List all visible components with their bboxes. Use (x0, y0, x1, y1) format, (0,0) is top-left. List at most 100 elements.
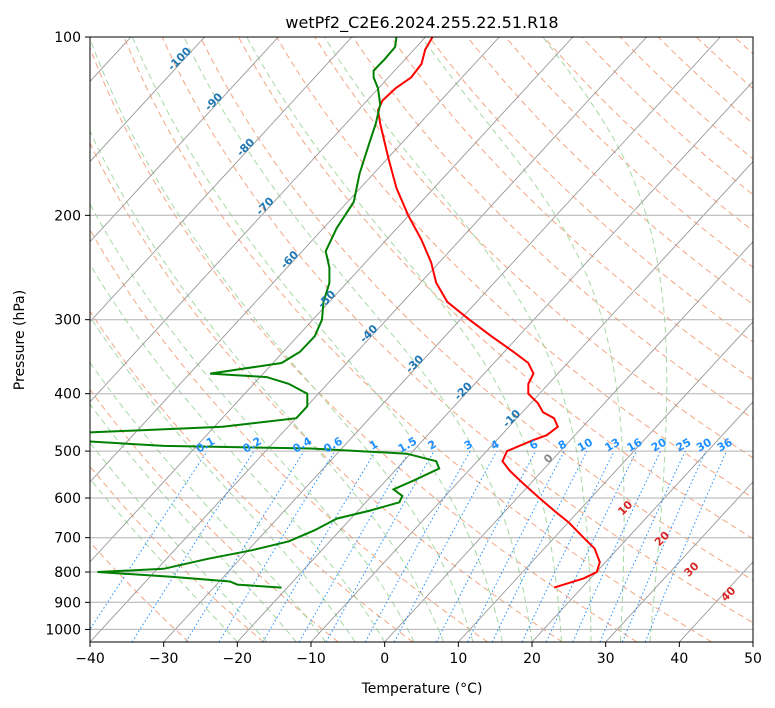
y-tick-label: 400 (54, 387, 81, 403)
dry-adiabat-line (90, 465, 264, 642)
mixing-ratio-line (393, 450, 498, 642)
y-tick-label: 700 (54, 531, 81, 547)
dry-adiabat-line (161, 37, 753, 624)
isotherm-label: -10 (500, 407, 523, 430)
temperature-profile (376, 37, 601, 589)
mixing-ratio-line (491, 450, 588, 642)
isotherm-line (236, 80, 753, 642)
isotherm-label: -20 (452, 379, 475, 402)
moist-adiabat-line (90, 130, 445, 642)
mixing-ratio-label: 10 (575, 435, 595, 454)
isotherm-label: -60 (278, 248, 301, 271)
mixing-ratio-line (644, 450, 727, 642)
isotherm-label: -40 (357, 322, 380, 345)
dry-adiabat-label: 40 (718, 584, 738, 604)
mixing-ratio-label: 8 (556, 438, 569, 453)
x-tick-label: −20 (223, 651, 253, 667)
isotherm-label: -50 (315, 288, 338, 311)
dry-adiabat-line (314, 37, 753, 459)
y-tick-label: 200 (54, 208, 81, 224)
mixing-ratio-label: 0.6 (321, 434, 345, 455)
mixing-ratio-label: 36 (715, 435, 735, 454)
isotherm-line (90, 37, 205, 163)
x-tick-label: −30 (149, 651, 179, 667)
isotherm-line (0, 37, 57, 642)
dry-adiabat-line (90, 388, 339, 642)
isotherm-line (678, 561, 753, 642)
chart-title: wetPf2_C2E6.2024.255.22.51.R18 (285, 13, 558, 33)
moist-adiabat-line (90, 203, 415, 642)
mixing-ratio-label: 30 (694, 435, 714, 454)
background-lines (0, 37, 753, 642)
moist-adiabat-line (90, 263, 386, 642)
isotherm-line (163, 37, 721, 642)
dry-adiabat-label: 30 (682, 559, 702, 579)
dry-adiabat-line (505, 37, 753, 268)
x-tick-label: −10 (296, 651, 326, 667)
isotherm-line (384, 241, 753, 642)
x-tick-label: 30 (597, 651, 615, 667)
dry-adiabat-line (734, 37, 753, 55)
isotherm-line (457, 321, 753, 642)
mixing-ratio-label: 6 (527, 437, 540, 452)
isotherm-label: -80 (234, 135, 257, 158)
x-tick-label: 20 (523, 651, 541, 667)
x-axis-title: Temperature (°C) (361, 681, 483, 697)
y-tick-label: 1000 (45, 622, 81, 638)
mixing-ratio-label: 25 (674, 436, 694, 455)
isotherm-line (90, 37, 279, 243)
dry-adiabat-line (199, 37, 753, 581)
dry-adiabat-label: 20 (652, 529, 672, 549)
isotherm-line (90, 37, 574, 563)
moist-adiabat-line (90, 315, 356, 642)
dry-adiabat-line (390, 37, 753, 381)
x-tick-label: 40 (670, 651, 688, 667)
mixing-ratio-label: 1 (367, 438, 380, 453)
mixing-ratio-label: 13 (603, 436, 623, 455)
moist-adiabat-line (90, 403, 297, 642)
label-layer: 0.1 0.2 0.4 0.6 1 1.5 2 3 4 6 8 10 13 16 20 25 30 36-100-… (165, 44, 738, 604)
x-axis: −40 −30 −20 −10 0 10 20 30 40 50 (75, 642, 762, 667)
moist-adiabat-line (90, 361, 327, 642)
mixing-ratio-line (467, 450, 565, 642)
dry-adiabat-line (123, 37, 712, 642)
dry-adiabat-line (428, 37, 753, 343)
moist-adiabat-line (90, 441, 268, 642)
isotherm-line (90, 37, 426, 403)
moist-adiabat-line (421, 37, 625, 642)
isotherm-line (752, 641, 753, 642)
dry-adiabat-line (90, 142, 563, 642)
mixing-ratio-label: 0.4 (291, 434, 315, 455)
dry-adiabat-line (90, 541, 190, 642)
x-tick-label: −40 (75, 651, 105, 667)
moist-adiabat-line (323, 37, 592, 642)
isotherm-label: -90 (202, 90, 225, 113)
x-tick-label: 10 (449, 651, 467, 667)
y-tick-label: 500 (54, 444, 81, 460)
dry-adiabat-line (581, 37, 753, 196)
y-tick-label: 600 (54, 491, 81, 507)
y-tick-label: 800 (54, 565, 81, 581)
dry-adiabat-line (657, 37, 753, 125)
mixing-ratio-line (599, 450, 686, 642)
moist-adiabat-line (90, 37, 474, 642)
mixing-ratio-line (364, 450, 471, 642)
mixing-ratio-line (218, 450, 336, 642)
mixing-ratio-line (90, 450, 208, 631)
dry-adiabat-line (352, 37, 753, 420)
moist-adiabat-line (246, 37, 562, 642)
moist-adiabat-line (90, 478, 238, 642)
dry-adiabat-line (90, 46, 638, 642)
isotherm-line (90, 37, 500, 483)
y-tick-label: 900 (54, 595, 81, 611)
y-tick-label: 100 (54, 30, 81, 46)
y-axis-title: Pressure (hPa) (12, 290, 28, 390)
dry-adiabat-line (466, 37, 753, 305)
mixing-ratio-label: 0.1 (194, 435, 217, 456)
mixing-ratio-label: 0.2 (241, 435, 264, 456)
dry-adiabat-line (237, 37, 753, 540)
series-layer (90, 37, 601, 589)
isotherm-label: -70 (253, 194, 276, 217)
x-tick-label: 50 (744, 651, 762, 667)
